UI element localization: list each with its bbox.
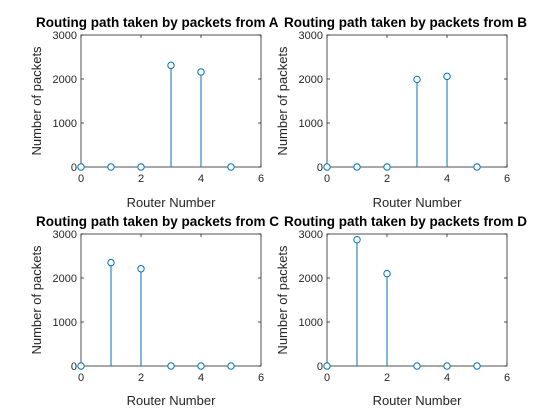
x-tick-label: 2 [138, 173, 144, 185]
x-tick-label: 6 [258, 372, 264, 384]
y-axis-label: Number of packets [275, 46, 290, 156]
stem-marker [107, 258, 115, 267]
x-tick-label: 0 [78, 372, 84, 384]
plot-title: Routing path taken by packets from D [284, 214, 527, 229]
plot-title: Routing path taken by packets from C [36, 214, 279, 229]
stem-marker [473, 163, 481, 171]
stem-marker [323, 163, 331, 171]
y-tick-label: 1000 [53, 317, 77, 329]
y-axis-label: Number of packets [29, 46, 44, 156]
plot-title: Routing path taken by packets from B [284, 15, 527, 30]
stem-marker [227, 163, 235, 171]
subplot-d: Routing path taken by packets from D Rou… [275, 214, 527, 408]
stem-marker [323, 362, 331, 370]
x-tick-label: 6 [504, 173, 510, 185]
x-tick-label: 0 [324, 372, 330, 384]
x-tick-label: 6 [504, 372, 510, 384]
y-tick-label: 0 [71, 162, 77, 174]
stem-marker [383, 163, 391, 171]
y-tick-label: 3000 [53, 229, 77, 241]
stem-marker [413, 75, 421, 84]
stem-marker [137, 163, 145, 171]
y-tick-label: 2000 [53, 74, 77, 86]
stem-marker [77, 362, 85, 370]
y-tick-label: 3000 [299, 229, 323, 241]
stem-marker [137, 265, 145, 273]
stem-marker [353, 236, 361, 244]
stem-marker [443, 72, 451, 81]
x-axis-label: Router Number [127, 195, 217, 210]
stem-marker [383, 269, 391, 278]
stem-marker [353, 163, 361, 171]
stem-marker [167, 362, 175, 370]
y-tick-label: 0 [317, 162, 323, 174]
stem-marker [197, 362, 205, 370]
subplot-a: Routing path taken by packets from A Rou… [29, 15, 279, 210]
y-tick-label: 1000 [299, 317, 323, 329]
stem-marker [227, 362, 235, 370]
y-axis-label: Number of packets [29, 245, 44, 355]
stem-marker [107, 163, 115, 171]
x-tick-label: 0 [78, 173, 84, 185]
x-tick-label: 4 [444, 372, 450, 384]
stem-marker [443, 362, 451, 370]
y-tick-label: 1000 [299, 118, 323, 130]
y-tick-label: 2000 [299, 74, 323, 86]
y-tick-label: 1000 [53, 118, 77, 130]
stem-marker [413, 362, 421, 370]
y-tick-label: 3000 [53, 30, 77, 42]
stem-marker [197, 68, 205, 76]
y-tick-label: 0 [71, 361, 77, 373]
y-tick-label: 3000 [299, 30, 323, 42]
subplot-b: Routing path taken by packets from B Rou… [275, 15, 527, 210]
stem-marker [77, 163, 85, 171]
x-tick-label: 6 [258, 173, 264, 185]
y-tick-label: 2000 [53, 273, 77, 285]
stem-marker [167, 61, 175, 70]
y-axis-label: Number of packets [275, 245, 290, 355]
y-tick-label: 2000 [299, 273, 323, 285]
x-tick-label: 4 [198, 372, 204, 384]
x-axis-label: Router Number [373, 393, 463, 408]
x-tick-label: 4 [444, 173, 450, 185]
x-tick-label: 4 [198, 173, 204, 185]
plot-title: Routing path taken by packets from A [36, 15, 279, 30]
y-tick-label: 0 [317, 361, 323, 373]
x-tick-label: 2 [384, 173, 390, 185]
x-axis-label: Router Number [373, 195, 463, 210]
x-axis-label: Router Number [127, 393, 217, 408]
x-tick-label: 2 [138, 372, 144, 384]
x-tick-label: 2 [384, 372, 390, 384]
stem-marker [473, 362, 481, 370]
x-tick-label: 0 [324, 173, 330, 185]
subplot-c: Routing path taken by packets from C Rou… [29, 214, 279, 408]
